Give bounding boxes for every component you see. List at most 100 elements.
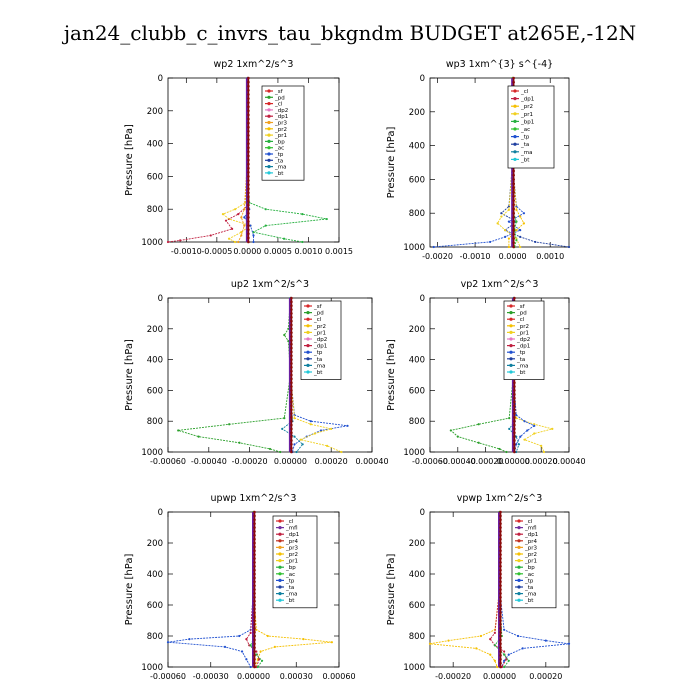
legend-marker [513, 104, 517, 108]
x-tick-label: 0.0010 [294, 247, 322, 256]
data-point-pr1 [234, 240, 237, 244]
total-point [253, 545, 256, 549]
chart-title: vpwp 1xm^2/s^3 [457, 493, 543, 504]
legend-label: _pr2 [274, 127, 287, 133]
total-point [290, 381, 293, 385]
chart-title: wp3 1xm^{3} s^{-4} [446, 59, 553, 70]
legend-marker [517, 565, 521, 569]
legend-label: _pr1 [313, 330, 326, 336]
data-point-tp [489, 240, 492, 244]
data-point-tp [432, 245, 435, 249]
total-point [512, 182, 515, 185]
total-point [247, 171, 250, 174]
total-point [253, 561, 256, 564]
data-point-pr1 [533, 432, 536, 435]
data-point-bp [264, 224, 267, 227]
total-point [253, 514, 256, 518]
total-point [290, 319, 293, 323]
total-point [247, 121, 250, 125]
total-point [512, 190, 515, 194]
data-point-ma [293, 435, 296, 438]
x-tick-label: -0.00060 [412, 457, 448, 466]
total-point [499, 642, 502, 646]
data-point-pr1 [309, 423, 312, 426]
x-tick-label: -0.00060 [150, 457, 186, 466]
total-point [247, 199, 250, 203]
legend-label: _ma [524, 592, 536, 598]
legend-label: _bt [285, 598, 295, 604]
data-point-pr1 [227, 237, 231, 240]
total-point [247, 84, 250, 88]
total-point [253, 657, 256, 661]
legend-marker [517, 539, 521, 543]
data-point-pr1 [507, 208, 510, 211]
y-tick-label: 200 [409, 325, 425, 335]
total-point [499, 510, 502, 514]
total-point [512, 195, 515, 198]
plot-frame [429, 77, 570, 248]
y-tick-label: 800 [147, 417, 163, 427]
total-point [253, 537, 256, 541]
y-tick-label: 600 [409, 175, 425, 185]
legend-marker [306, 304, 310, 308]
y-tick-label: 0 [158, 508, 163, 518]
legend-label: _dp2 [313, 337, 327, 343]
data-point-pr1 [293, 417, 296, 420]
legend-label: _pr1 [516, 330, 529, 336]
legend-marker [278, 552, 282, 556]
total-point [499, 626, 502, 630]
y-tick-label: 1000 [141, 448, 163, 458]
total-point [253, 518, 256, 522]
data-point-pr2 [428, 642, 432, 645]
data-point-pd [508, 417, 511, 420]
legend-marker [509, 363, 513, 367]
y-tick-label: 800 [147, 205, 163, 215]
series-line-dp1 [167, 78, 248, 243]
total-point [290, 389, 293, 392]
legend-label: _ta [524, 585, 533, 591]
legend-label: _ac [285, 572, 295, 578]
legend-marker [267, 158, 271, 162]
legend-marker [509, 317, 513, 321]
data-point-pr1 [504, 229, 507, 232]
total-point [290, 312, 293, 315]
plot-frame [429, 297, 570, 453]
total-point [513, 396, 516, 400]
total-point [499, 537, 502, 541]
legend-marker [517, 526, 521, 530]
legend-label: _tp [516, 350, 526, 356]
x-tick-label: -0.0005 [201, 247, 232, 256]
legend-marker [267, 95, 271, 99]
y-axis-label: Pressure [hPa] [124, 554, 135, 626]
total-point [253, 642, 256, 646]
series-line-tp [499, 512, 570, 668]
total-point [290, 350, 293, 354]
data-point-pd [449, 429, 452, 432]
data-point-pr1 [523, 438, 526, 441]
figure-title: jan24_clubb_c_invrs_tau_bkgndm BUDGET at… [62, 21, 636, 45]
total-point [290, 439, 293, 442]
legend-marker [509, 330, 513, 334]
y-tick-label: 400 [409, 356, 425, 366]
data-point-ac [515, 220, 518, 223]
data-point-pr1 [542, 450, 546, 454]
legend-label: _ta [516, 357, 525, 363]
data-point-pr1 [330, 427, 333, 430]
legend-label: _pd [274, 95, 285, 101]
y-axis-label: Pressure [hPa] [386, 339, 397, 411]
y-tick-label: 1000 [141, 238, 163, 248]
total-point [499, 650, 502, 653]
total-point [513, 431, 516, 435]
x-tick-label: 0.0005 [264, 247, 292, 256]
total-point [247, 207, 250, 211]
legend-label: _tp [285, 578, 295, 584]
total-point [513, 416, 516, 419]
chart-title: upwp 1xm^2/s^3 [211, 493, 297, 504]
data-point-tp [507, 220, 510, 223]
legend-label: _ac [520, 127, 530, 133]
legend-marker [278, 559, 282, 563]
data-point-tp [519, 435, 522, 438]
data-point-ma [515, 435, 518, 438]
legend-label: _bt [274, 171, 284, 177]
y-tick-label: 0 [158, 74, 163, 84]
